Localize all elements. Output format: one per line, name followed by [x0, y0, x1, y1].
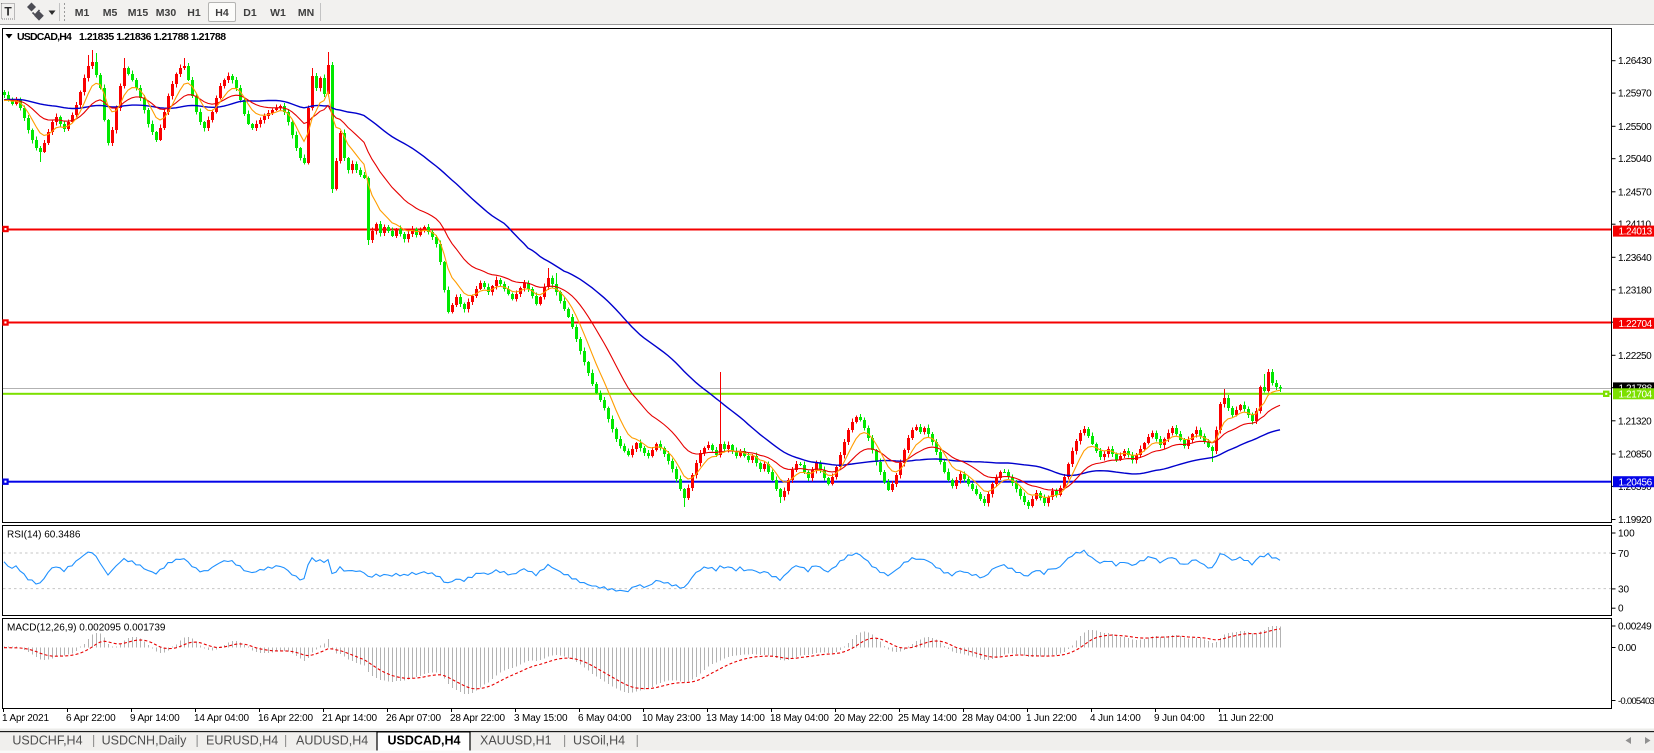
svg-text:RSI(14) 60.3486: RSI(14) 60.3486 — [7, 530, 81, 541]
svg-text:10 May 23:00: 10 May 23:00 — [642, 713, 701, 724]
svg-text:USDCAD,H4: USDCAD,H4 — [388, 734, 461, 748]
svg-text:26 Apr 07:00: 26 Apr 07:00 — [386, 713, 442, 724]
svg-text:0.00: 0.00 — [1618, 643, 1637, 654]
svg-text:1.20390: 1.20390 — [1618, 482, 1652, 493]
svg-text:1.24110: 1.24110 — [1618, 220, 1651, 231]
svg-text:M5: M5 — [103, 7, 118, 19]
svg-text:|: | — [636, 734, 639, 748]
svg-text:1.25970: 1.25970 — [1618, 89, 1652, 100]
svg-text:9 Jun 04:00: 9 Jun 04:00 — [1154, 713, 1205, 724]
svg-text:|: | — [563, 734, 566, 748]
svg-text:M15: M15 — [128, 7, 149, 19]
svg-text:1.22250: 1.22250 — [1618, 351, 1652, 362]
svg-text:9 Apr 14:00: 9 Apr 14:00 — [130, 713, 180, 724]
svg-text:MN: MN — [298, 7, 314, 19]
svg-text:28 Apr 22:00: 28 Apr 22:00 — [450, 713, 506, 724]
svg-text:1.23180: 1.23180 — [1618, 285, 1652, 296]
svg-text:USDCNH,Daily: USDCNH,Daily — [102, 734, 187, 748]
svg-text:1.25040: 1.25040 — [1618, 154, 1652, 165]
svg-text:1.21704: 1.21704 — [1619, 389, 1653, 400]
svg-text:3 May 15:00: 3 May 15:00 — [514, 713, 568, 724]
svg-text:1.20850: 1.20850 — [1618, 450, 1652, 461]
svg-text:|: | — [92, 734, 95, 748]
svg-text:1.20456: 1.20456 — [1619, 477, 1653, 488]
svg-text:1 Jun 22:00: 1 Jun 22:00 — [1026, 713, 1077, 724]
svg-text:-0.005403: -0.005403 — [1618, 696, 1654, 707]
svg-text:M30: M30 — [156, 7, 177, 19]
svg-text:16 Apr 22:00: 16 Apr 22:00 — [258, 713, 314, 724]
svg-text:1.23640: 1.23640 — [1618, 253, 1652, 264]
svg-text:XAUUSD,H1: XAUUSD,H1 — [480, 734, 552, 748]
svg-text:25 May 14:00: 25 May 14:00 — [898, 713, 957, 724]
svg-text:AUDUSD,H4: AUDUSD,H4 — [296, 734, 368, 748]
svg-text:D1: D1 — [243, 7, 257, 19]
svg-text:1.25500: 1.25500 — [1618, 122, 1652, 133]
svg-text:USDCAD,H4: USDCAD,H4 — [17, 31, 72, 43]
svg-text:EURUSD,H4: EURUSD,H4 — [206, 734, 278, 748]
svg-text:W1: W1 — [270, 7, 286, 19]
svg-text:USOil,H4: USOil,H4 — [573, 734, 625, 748]
svg-text:20 May 22:00: 20 May 22:00 — [834, 713, 893, 724]
svg-text:|: | — [284, 734, 287, 748]
svg-text:30: 30 — [1618, 584, 1630, 595]
svg-text:13 May 14:00: 13 May 14:00 — [706, 713, 765, 724]
svg-text:11 Jun 22:00: 11 Jun 22:00 — [1218, 713, 1274, 724]
svg-text:1.19920: 1.19920 — [1618, 515, 1652, 526]
svg-text:1.22704: 1.22704 — [1619, 319, 1653, 330]
svg-text:6 Apr 22:00: 6 Apr 22:00 — [66, 713, 116, 724]
svg-text:21 Apr 14:00: 21 Apr 14:00 — [322, 713, 378, 724]
svg-text:T: T — [4, 5, 12, 19]
svg-text:70: 70 — [1618, 549, 1630, 560]
svg-text:|: | — [196, 734, 199, 748]
svg-text:0.00249: 0.00249 — [1618, 622, 1652, 633]
svg-text:100: 100 — [1618, 529, 1635, 540]
svg-text:28 May 04:00: 28 May 04:00 — [962, 713, 1021, 724]
svg-text:14 Apr 04:00: 14 Apr 04:00 — [194, 713, 250, 724]
svg-text:1.21320: 1.21320 — [1618, 416, 1652, 427]
svg-text:H4: H4 — [215, 7, 229, 19]
svg-text:M1: M1 — [75, 7, 90, 19]
svg-text:0: 0 — [1618, 604, 1624, 615]
svg-text:1 Apr 2021: 1 Apr 2021 — [2, 713, 49, 724]
svg-text:1.24570: 1.24570 — [1618, 187, 1652, 198]
svg-text:18 May 04:00: 18 May 04:00 — [770, 713, 829, 724]
svg-text:1.21835 1.21836 1.21788 1.2178: 1.21835 1.21836 1.21788 1.21788 — [79, 31, 226, 43]
svg-text:MACD(12,26,9) 0.002095 0.00173: MACD(12,26,9) 0.002095 0.001739 — [7, 623, 166, 634]
svg-text:1.26430: 1.26430 — [1618, 56, 1652, 67]
svg-text:USDCHF,H4: USDCHF,H4 — [12, 734, 82, 748]
svg-text:1.24013: 1.24013 — [1619, 227, 1653, 238]
svg-text:4 Jun 14:00: 4 Jun 14:00 — [1090, 713, 1141, 724]
svg-text:6 May 04:00: 6 May 04:00 — [578, 713, 632, 724]
svg-text:H1: H1 — [187, 7, 201, 19]
